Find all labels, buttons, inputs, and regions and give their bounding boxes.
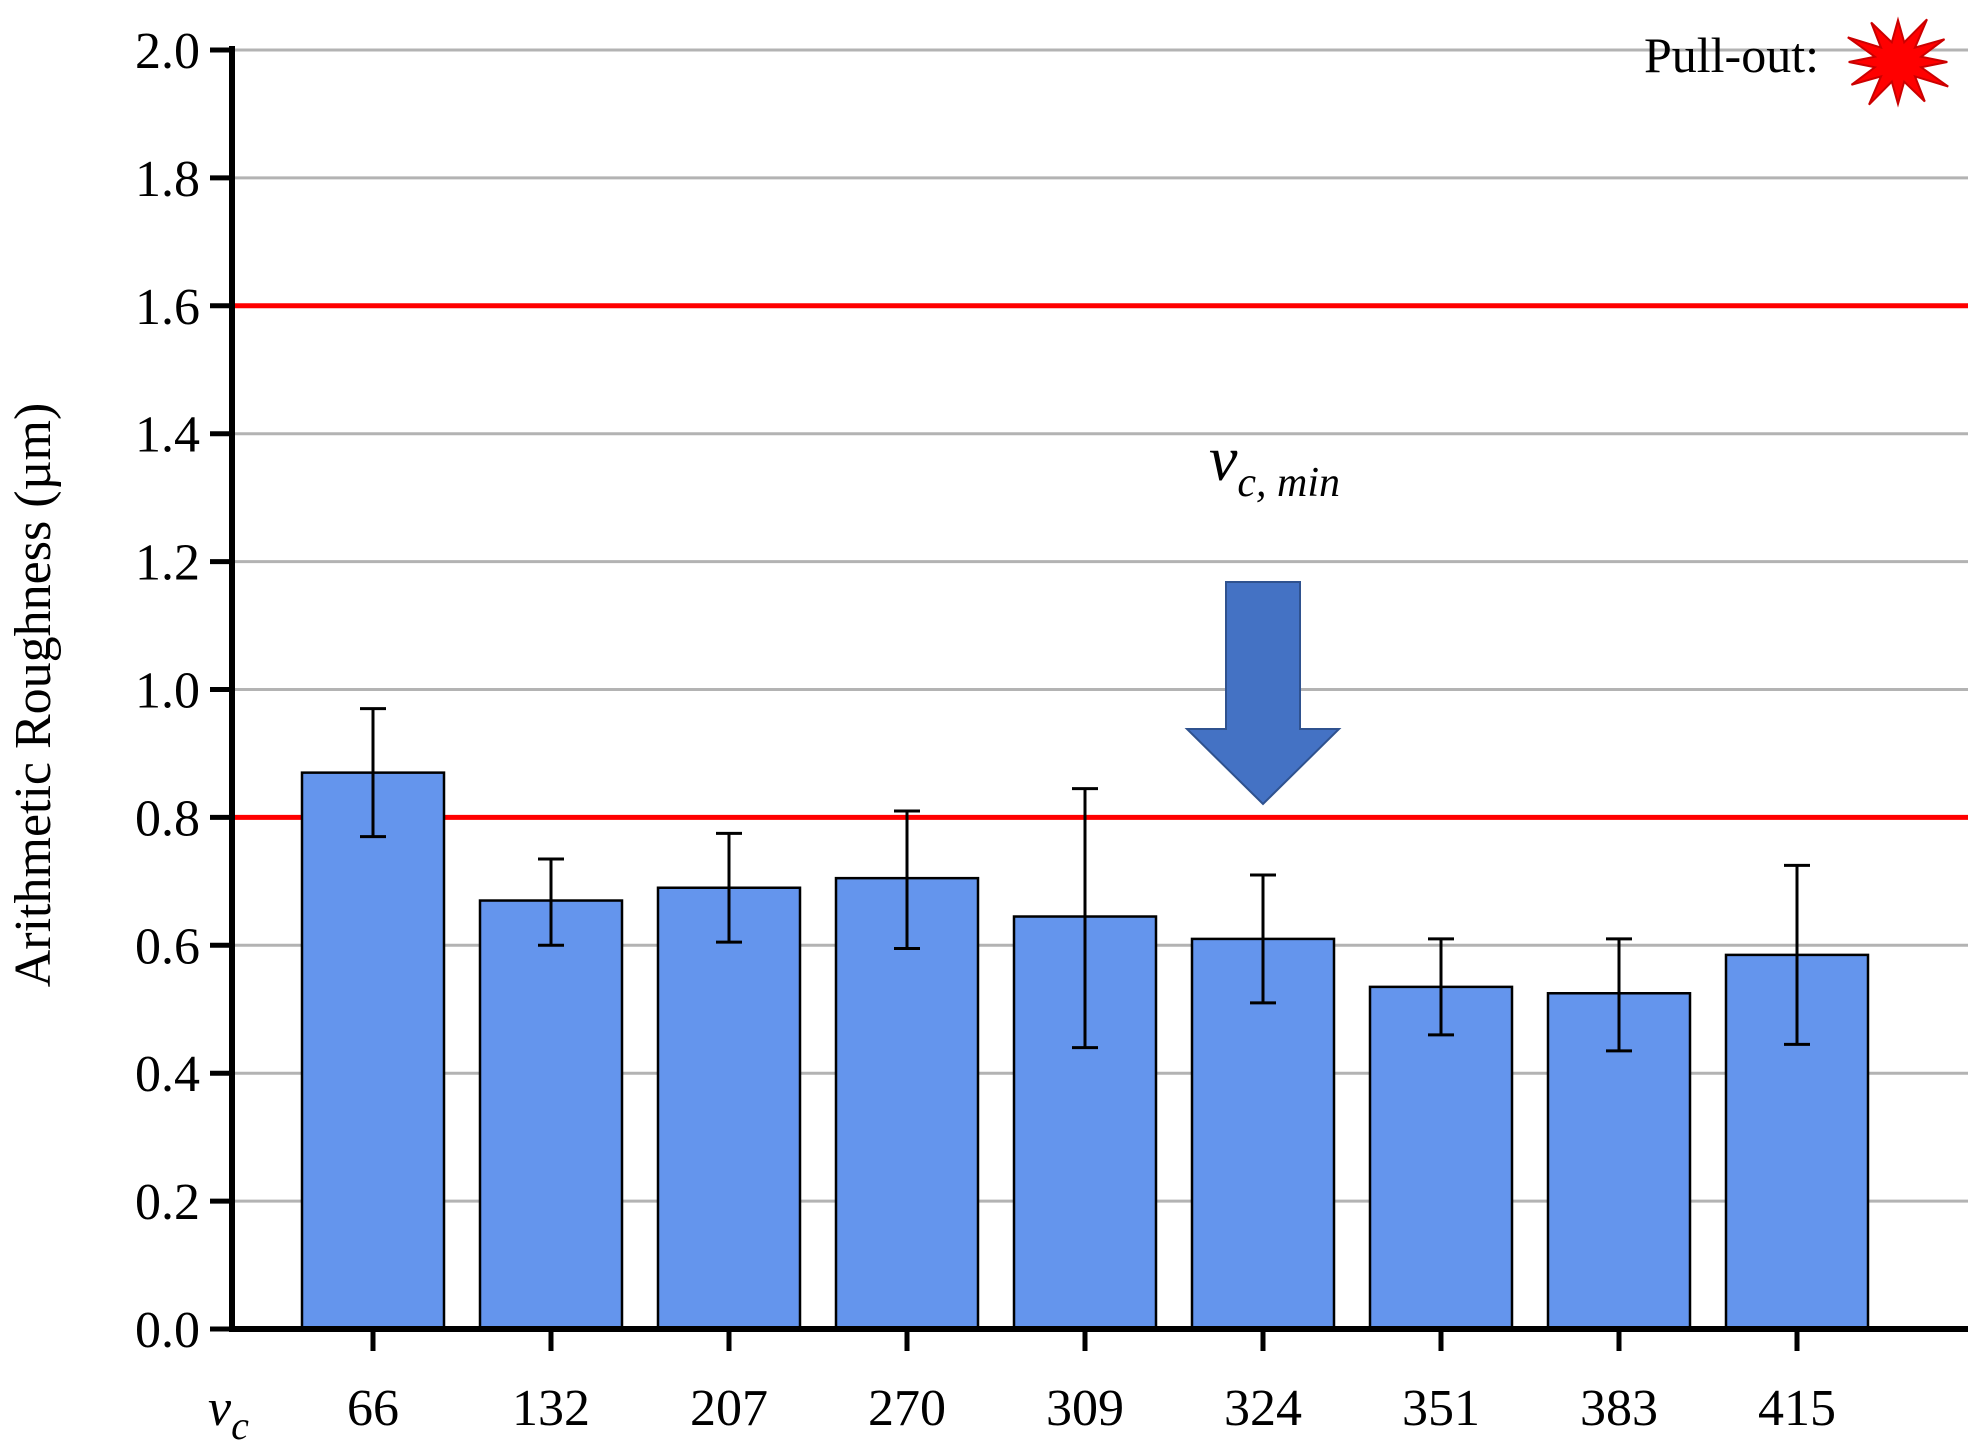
y-tick-label: 2.0	[135, 23, 200, 80]
y-tick-label: 1.2	[135, 535, 200, 592]
down-arrow-icon	[1184, 581, 1342, 806]
x-tick-label: 309	[1046, 1380, 1124, 1437]
y-tick-label: 1.4	[135, 407, 200, 464]
x-axis-prefix: vc	[208, 1380, 249, 1445]
legend-pull-out-label: Pull-out:	[1644, 27, 1819, 83]
bar	[1368, 985, 1514, 1331]
x-tick-label: 351	[1402, 1380, 1480, 1437]
error-bars	[360, 707, 1810, 1053]
vc-min-label: vc, min	[1209, 423, 1340, 506]
bar	[656, 886, 802, 1331]
y-tick-label: 1.6	[135, 279, 200, 336]
legend: Pull-out:	[1644, 16, 1949, 108]
x-tick-label: 415	[1758, 1380, 1836, 1437]
red-starburst-icon	[1847, 16, 1949, 108]
y-tick-label: 0.8	[135, 790, 200, 847]
x-tick-label: 132	[512, 1380, 590, 1437]
y-tick-label: 1.0	[135, 663, 200, 720]
y-axis-title: Arithmetic Roughness (µm)	[5, 403, 62, 988]
y-tick-label: 0.6	[135, 918, 200, 975]
vc-min-symbol: v	[1209, 423, 1238, 494]
x-axis-prefix-symbol: v	[208, 1380, 232, 1437]
x-tick-label: 383	[1580, 1380, 1658, 1437]
x-tick-label: 270	[868, 1380, 946, 1437]
bar	[300, 771, 446, 1331]
y-tick-label: 1.8	[135, 151, 200, 208]
axes	[210, 46, 1968, 1351]
reference-lines	[232, 303, 1968, 820]
x-tick-labels: 66 132 207 270 309 324 351 383 415	[347, 1380, 1836, 1437]
x-tick-label: 324	[1224, 1380, 1302, 1437]
bar	[478, 899, 624, 1331]
x-tick-label: 207	[690, 1380, 768, 1437]
vc-min-annotation: vc, min	[1184, 423, 1342, 806]
y-tick-labels: 0.0 0.2 0.4 0.6 0.8 1.0 1.2 1.4 1.6 1.8 2.0	[135, 23, 200, 1359]
y-tick-label: 0.4	[135, 1046, 200, 1103]
x-axis-prefix-subscript: c	[231, 1403, 249, 1445]
y-tick-label: 0.2	[135, 1174, 200, 1231]
x-tick-label: 66	[347, 1380, 399, 1437]
vc-min-subscript: c, min	[1237, 460, 1340, 506]
y-tick-label: 0.0	[135, 1302, 200, 1359]
